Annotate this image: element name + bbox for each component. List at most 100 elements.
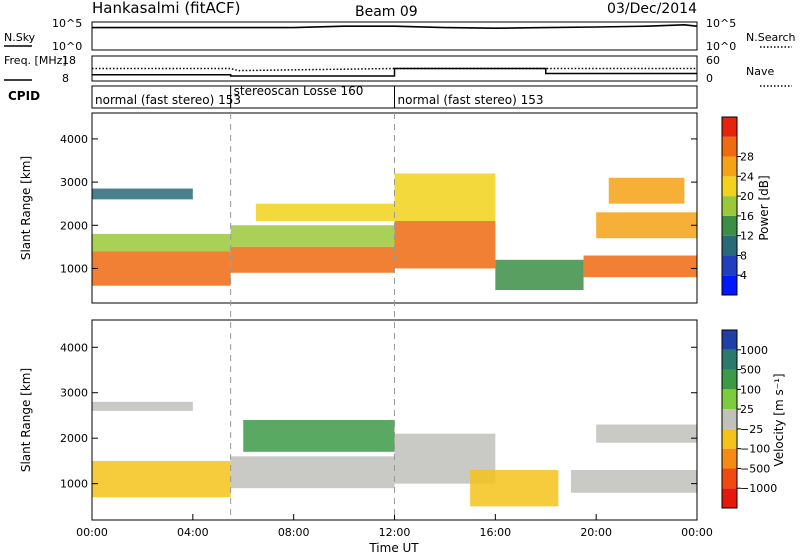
velocity-colorbar-tick-label: 500 <box>740 364 761 377</box>
nave-tick-bottom: 0 <box>706 72 713 85</box>
power-colorbar-swatch <box>722 255 737 276</box>
nave-tick-top: 60 <box>706 54 720 67</box>
y-tick-label: 3000 <box>60 387 88 400</box>
velocity-colorbar-swatch <box>722 369 737 390</box>
x-tick-label: 08:00 <box>278 526 310 539</box>
y-tick-label: 4000 <box>60 341 88 354</box>
velocity-heatmap-cell <box>570 470 697 493</box>
time-x-axis: 00:00 04:00 08:00 12:00 16:00 20:00 00:00 <box>76 514 713 539</box>
cpid-label: CPID <box>8 89 40 103</box>
noise-right-tick-top: 10^5 <box>706 17 736 30</box>
power-colorbar-swatch <box>722 196 737 216</box>
mode-change-guides <box>230 113 395 520</box>
velocity-heatmap <box>92 401 697 507</box>
power-heatmap-cell <box>230 246 395 273</box>
frequency-tick-bottom: 8 <box>62 72 69 85</box>
power-heatmap-cell <box>230 225 395 247</box>
velocity-colorbar-swatch <box>722 409 737 429</box>
velocity-heatmap-cell <box>92 401 193 411</box>
y-tick-label: 1000 <box>60 262 88 275</box>
cpid-segment-label: stereoscan Losse 160 <box>234 84 364 98</box>
power-heatmap-cell <box>583 255 697 278</box>
power-heatmap <box>92 173 697 291</box>
x-tick-label: 00:00 <box>681 526 713 539</box>
power-heatmap-cell <box>92 233 231 252</box>
velocity-colorbar-swatch <box>722 448 737 469</box>
power-colorbar-swatch <box>722 156 737 177</box>
noise-right-tick-bottom: 10^0 <box>706 40 736 53</box>
power-heatmap-cell <box>495 259 584 291</box>
frequency-label: Freq. [MHz] <box>4 54 67 67</box>
cpid-panel: CPID normal (fast stereo) 153stereoscan … <box>8 84 698 109</box>
noise-left-tick-top: 10^5 <box>52 17 82 30</box>
velocity-heatmap-cell <box>92 460 231 498</box>
y-tick-label: 2000 <box>60 219 88 232</box>
velocity-colorbar-tick-label: −100 <box>740 443 770 456</box>
velocity-heatmap-cell <box>243 420 395 452</box>
velocity-colorbar-tick-label: −1000 <box>740 482 777 495</box>
frequency-series-group <box>92 67 697 77</box>
frequency-line-1 <box>92 67 697 72</box>
power-colorbar-tick-label: 24 <box>740 170 754 183</box>
velocity-heatmap-cell <box>470 470 559 507</box>
noise-left-tick-bottom: 10^0 <box>52 40 82 53</box>
velocity-colorbar-label: Velocity [m s⁻¹] <box>772 373 786 466</box>
power-panel: 1000 2000 3000 4000 Slant Range [km] 4 8 12 16… <box>19 112 771 304</box>
velocity-colorbar-swatch <box>722 468 737 489</box>
noise-sky-label: N.Sky <box>4 31 36 44</box>
velocity-colorbar-tick-label: −500 <box>740 462 770 475</box>
velocity-colorbar-frame <box>721 329 738 509</box>
power-heatmap-cell <box>92 188 193 200</box>
power-colorbar-tick-label: 20 <box>740 190 754 203</box>
velocity-colorbar-tick-label: 25 <box>740 403 754 416</box>
velocity-colorbar-swatch <box>722 428 737 449</box>
power-y-axis: 1000 2000 3000 4000 <box>60 133 697 275</box>
power-heatmap-cell <box>92 251 231 286</box>
cpid-segment-label: normal (fast stereo) 153 <box>95 93 241 107</box>
power-heatmap-cell <box>394 220 496 269</box>
x-tick-label: 12:00 <box>379 526 411 539</box>
x-axis-label: Time UT <box>368 541 419 554</box>
velocity-panel: 1000 2000 3000 4000 Slant Range [km] 1000 50… <box>19 319 786 554</box>
power-colorbar: 4 8 12 16 20 24 28 <box>721 116 754 296</box>
cpid-segment-label: normal (fast stereo) 153 <box>398 93 544 107</box>
nave-label: Nave <box>746 65 774 78</box>
velocity-colorbar-tick-label: −25 <box>740 423 763 436</box>
frequency-tick-top: 18 <box>62 54 76 67</box>
y-tick-label: 3000 <box>60 176 88 189</box>
noise-series-group <box>92 23 698 30</box>
beam-label: Beam 09 <box>355 4 418 20</box>
x-tick-label: 16:00 <box>479 526 511 539</box>
velocity-colorbar-swatch <box>722 488 737 508</box>
velocity-colorbar-swatch <box>722 389 737 410</box>
velocity-colorbar-swatch <box>722 349 737 370</box>
power-colorbar-swatch <box>722 136 737 157</box>
x-tick-label: 04:00 <box>177 526 209 539</box>
y-tick-label: 4000 <box>60 133 88 146</box>
power-colorbar-tick-label: 16 <box>740 210 754 223</box>
power-colorbar-frame <box>721 116 738 296</box>
power-colorbar-tick-label: 8 <box>740 249 747 262</box>
power-heatmap-cell <box>596 212 697 239</box>
power-colorbar-swatch <box>722 117 737 137</box>
power-y-axis-label: Slant Range [km] <box>19 156 33 260</box>
noise-search-label: N.Search <box>746 31 796 44</box>
power-colorbar-tick-label: 4 <box>740 269 747 282</box>
velocity-heatmap-cell <box>230 456 395 489</box>
power-colorbar-swatch <box>722 275 737 295</box>
power-colorbar-tick-label: 28 <box>740 151 754 164</box>
noise-line-0 <box>92 23 698 30</box>
date-label: 03/Dec/2014 <box>607 1 697 17</box>
x-tick-label: 20:00 <box>580 526 612 539</box>
velocity-colorbar-tick-label: 100 <box>740 383 761 396</box>
velocity-colorbar: 1000 500 100 25 −25 −100 −500 −1000 <box>721 329 777 509</box>
station-title: Hankasalmi (fitACF) <box>92 0 240 17</box>
velocity-y-axis: 1000 2000 3000 4000 <box>60 341 697 491</box>
power-heatmap-cell <box>255 203 395 221</box>
y-tick-label: 1000 <box>60 478 88 491</box>
y-tick-label: 2000 <box>60 432 88 445</box>
velocity-heatmap-cell <box>596 424 697 443</box>
frequency-line-0 <box>92 67 697 77</box>
